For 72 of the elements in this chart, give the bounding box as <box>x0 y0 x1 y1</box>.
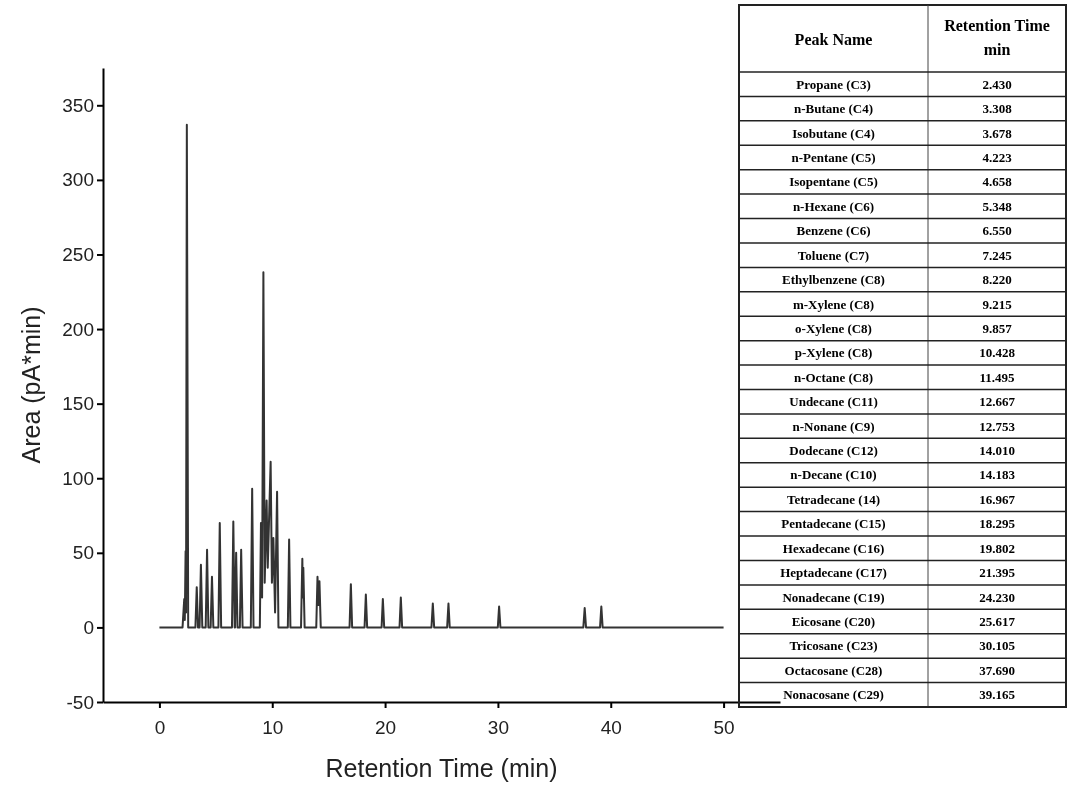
text: Dodecane (C12) <box>789 443 878 459</box>
x-tick-label: 50 <box>713 716 735 738</box>
text: 5.348 <box>982 198 1013 214</box>
y-tick-label: 350 <box>62 94 94 116</box>
text: Ethylbenzene (C8) <box>782 272 885 288</box>
y-tick-label: 250 <box>62 244 94 266</box>
y-tick-label: 200 <box>62 318 94 340</box>
text: Eicosane (C20) <box>791 614 876 630</box>
text: 6.550 <box>982 223 1012 239</box>
y-tick-label: 100 <box>62 467 94 489</box>
text: 14.183 <box>979 467 1016 483</box>
text: Pentadecane (C15) <box>781 516 886 532</box>
x-tick-label: 10 <box>262 716 284 738</box>
text: 9.215 <box>982 296 1013 312</box>
text: 4.658 <box>982 174 1013 190</box>
text: Nonacosane (C29) <box>783 687 884 703</box>
text: 12.667 <box>979 394 1016 410</box>
text: n-Hexane (C6) <box>792 198 875 214</box>
text: o-Xylene (C8) <box>795 320 872 336</box>
text: p-Xylene (C8) <box>794 345 873 361</box>
text: Undecane (C11) <box>789 394 878 410</box>
y-tick-label: 50 <box>72 542 94 564</box>
text: n-Decane (C10) <box>790 467 877 483</box>
y-tick-label: 150 <box>62 393 94 415</box>
text: Tricosane (C23) <box>789 638 878 654</box>
text: 2.430 <box>982 76 1012 92</box>
text: Nonadecane (C19) <box>782 589 885 605</box>
text: 8.220 <box>982 272 1012 288</box>
x-axis-title: Retention Time (min) <box>325 754 558 782</box>
text: 12.753 <box>979 418 1016 434</box>
text: 4.223 <box>982 149 1013 165</box>
x-tick-label: 30 <box>487 716 509 738</box>
text: Octacosane (C28) <box>784 662 883 678</box>
text: m-Xylene (C8) <box>792 296 875 312</box>
text: Peak Name <box>794 30 873 48</box>
text: Retention Time min <box>944 17 1050 58</box>
text: Propane (C3) <box>796 76 871 92</box>
text: Hexadecane (C16) <box>782 540 885 556</box>
text: 3.308 <box>982 101 1013 117</box>
text: n-Butane (C4) <box>793 101 874 117</box>
text: 37.690 <box>979 662 1015 678</box>
annotation: Heptadecane (C17) <box>780 565 887 581</box>
x-tick-label: 20 <box>375 716 397 738</box>
x-tick-label: 0 <box>154 716 166 738</box>
text: 9.857 <box>982 320 1013 336</box>
text: 10.428 <box>979 345 1016 361</box>
text: Isopentane (C5) <box>789 174 878 190</box>
text: Benzene (C6) <box>796 223 871 239</box>
text: n-Nonane (C9) <box>792 418 875 434</box>
text: Toluene (C7) <box>797 247 870 263</box>
text: 18.295 <box>979 516 1016 532</box>
text: 19.802 <box>979 540 1015 556</box>
line-series <box>158 123 725 629</box>
text: 16.967 <box>979 491 1016 507</box>
text: 3.678 <box>982 125 1013 141</box>
text: 24.230 <box>979 589 1015 605</box>
text: 7.245 <box>982 247 1013 263</box>
text: n-Pentane (C5) <box>791 149 876 165</box>
text: 21.395 <box>979 565 1016 581</box>
text: 39.165 <box>979 687 1016 703</box>
y-tick-label: 300 <box>62 169 94 191</box>
text: n-Octane (C8) <box>793 369 874 385</box>
y-tick-label: -50 <box>66 691 94 713</box>
text: 25.617 <box>979 614 1016 630</box>
y-tick-label: 0 <box>83 616 94 638</box>
y-axis-title: Area (pA*min) <box>17 306 45 464</box>
text: 11.495 <box>979 369 1016 385</box>
text: Tetradecane (14) <box>786 491 881 507</box>
text: 30.105 <box>979 638 1016 654</box>
text: 14.010 <box>979 443 1015 459</box>
x-tick-label: 40 <box>600 716 622 738</box>
text: Isobutane (C4) <box>792 125 875 141</box>
